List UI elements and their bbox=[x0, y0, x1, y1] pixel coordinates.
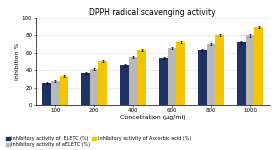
Bar bbox=[168, 48, 176, 105]
Bar bbox=[59, 76, 68, 105]
Bar bbox=[215, 35, 224, 105]
Y-axis label: Inhibition %: Inhibition % bbox=[15, 43, 20, 80]
Bar bbox=[129, 57, 138, 105]
Bar bbox=[246, 35, 254, 105]
Bar bbox=[176, 42, 185, 105]
Bar bbox=[98, 61, 107, 105]
Legend: Inhibitory activity of  ELETC (%), Inhibitory activity of eELETC (%), Inhibitory: Inhibitory activity of ELETC (%), Inhibi… bbox=[5, 136, 191, 148]
X-axis label: Concetration (μg/ml): Concetration (μg/ml) bbox=[120, 115, 185, 120]
Bar bbox=[198, 50, 207, 105]
Bar bbox=[159, 58, 168, 105]
Bar bbox=[254, 27, 263, 105]
Bar bbox=[90, 69, 98, 105]
Bar bbox=[237, 42, 246, 105]
Bar bbox=[51, 81, 59, 105]
Title: DPPH radical scavenging activity: DPPH radical scavenging activity bbox=[89, 8, 216, 17]
Bar bbox=[81, 73, 90, 105]
Bar bbox=[42, 83, 51, 105]
Bar bbox=[138, 50, 146, 105]
Bar bbox=[207, 44, 215, 105]
Bar bbox=[120, 65, 129, 105]
